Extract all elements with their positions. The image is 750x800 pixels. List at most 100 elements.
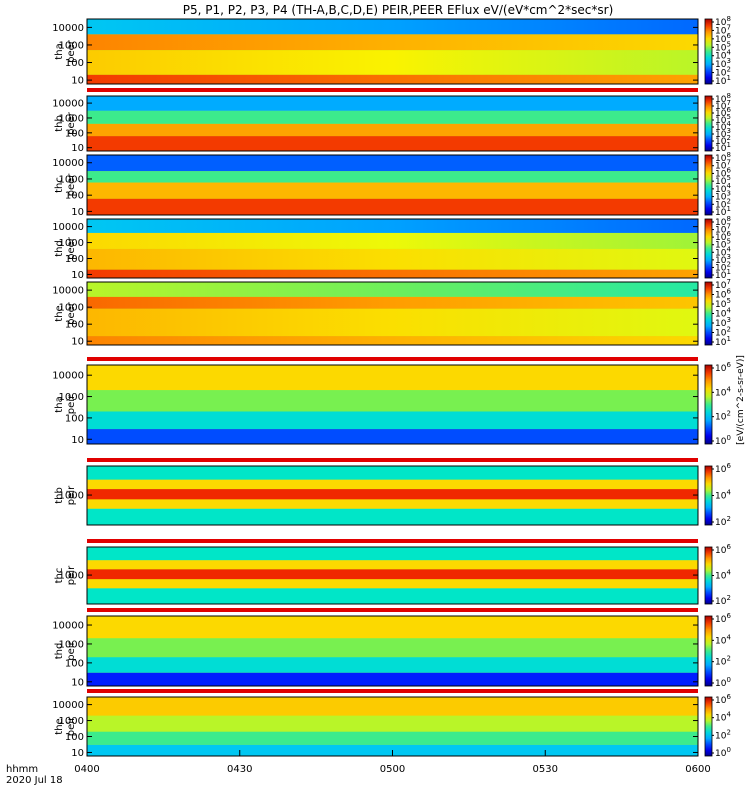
colorbar-tick-label: 101	[715, 335, 731, 348]
colorbar-tick-label: 102	[715, 655, 731, 668]
y-tick-label: 1000	[59, 639, 84, 650]
panel-the-peer: 10000 1000 100 10 thepeer 1071061051041031021…	[52, 278, 731, 348]
colorbar-tick-label: 102	[715, 594, 731, 607]
energy-band	[87, 308, 698, 337]
energy-band	[87, 155, 698, 172]
panel-frame	[86, 218, 699, 279]
colorbar-tick-label: 104	[715, 245, 731, 258]
colorbar	[704, 218, 713, 279]
y-tick-label: 100	[65, 413, 84, 424]
colorbar-tick-label: 105	[715, 297, 731, 310]
energy-band	[87, 588, 698, 604]
colorbar	[704, 281, 713, 346]
colorbar-tick-label: 107	[715, 278, 731, 291]
y-tick-label: 1000	[59, 238, 84, 249]
colorbar-tick-label: 102	[715, 728, 731, 741]
y-tick-label: 1000	[59, 40, 84, 51]
colorbar-tick-label: 103	[715, 316, 731, 329]
colorbar-tick-label: 106	[715, 543, 731, 556]
colorbar	[704, 615, 713, 687]
y-axis-label: thapeir	[54, 394, 77, 414]
colorbar-tick-label: 102	[715, 197, 731, 210]
data-gap-bar	[87, 458, 698, 462]
colorbar-tick-label: 104	[715, 49, 731, 62]
energy-band	[87, 479, 698, 490]
colorbar-tick-label: 106	[715, 288, 731, 301]
y-axis-label: thbpeir	[54, 485, 77, 505]
energy-band	[87, 390, 698, 412]
y-tick-label: 1000	[59, 392, 84, 403]
panel-frame	[86, 95, 699, 152]
colorbar-tick-label: 107	[715, 99, 731, 112]
energy-band	[87, 198, 698, 215]
colorbar-tick-label: 105	[715, 238, 731, 251]
y-axis-label: thbpeer	[54, 111, 77, 135]
y-tick-label: 1000	[59, 571, 84, 582]
colorbar-tick-label: 104	[715, 711, 731, 724]
colorbar-tick-label: 103	[715, 57, 731, 70]
colorbar-tick-label: 106	[715, 230, 731, 243]
panel-the-peir: 10000 1000 100 10 thepeir 106 104 102 100	[52, 689, 731, 759]
energy-band	[87, 296, 698, 309]
colorbar-tick-label: 102	[715, 66, 731, 79]
y-tick-label: 1000	[59, 174, 84, 185]
energy-band	[87, 74, 698, 84]
y-tick-label: 100	[65, 191, 84, 202]
x-tick-label: 0500	[380, 764, 405, 775]
data-gap-bar	[87, 357, 698, 361]
colorbar-tick-label: 100	[715, 746, 731, 759]
panel-stack: 10000100010010thapeer1081071061051041031…	[52, 15, 731, 759]
y-axis-label: thdpeir	[54, 640, 77, 660]
energy-band	[87, 508, 698, 525]
y-tick-label: 10	[71, 748, 84, 759]
data-gap-bar	[87, 608, 698, 612]
colorbar-tick-label: 100	[715, 434, 731, 447]
energy-band	[87, 731, 698, 745]
energy-band	[87, 336, 698, 345]
panel-tha-peer: 10000100010010thapeer1081071061051041031…	[52, 15, 731, 87]
colorbar	[704, 18, 713, 85]
energy-band	[87, 569, 698, 580]
energy-band	[87, 657, 698, 673]
colorbar-tick-label: 104	[715, 569, 731, 582]
colorbar-tick-label: 106	[715, 361, 731, 374]
y-tick-label: 10000	[52, 286, 84, 297]
energy-band	[87, 672, 698, 686]
energy-band	[87, 579, 698, 589]
colorbar-tick-label: 104	[715, 385, 731, 398]
y-axis-label: thcpeer	[54, 173, 77, 197]
energy-band	[87, 499, 698, 509]
y-tick-label: 10	[71, 143, 84, 154]
colorbar-tick-label: 104	[715, 307, 731, 320]
y-tick-label: 1000	[59, 716, 84, 727]
y-tick-label: 10	[71, 207, 84, 218]
colorbar-tick-label: 103	[715, 253, 731, 266]
colorbar-tick-label: 102	[715, 515, 731, 528]
energy-band	[87, 50, 698, 75]
x-tick-label: 0530	[533, 764, 558, 775]
colorbar-tick-label: 101	[715, 205, 731, 218]
y-tick-label: 10	[71, 677, 84, 688]
colorbar-tick-label: 106	[715, 693, 731, 706]
energy-band	[87, 715, 698, 732]
colorbar-tick-label: 101	[715, 74, 731, 87]
y-axis-label: thepeir	[54, 716, 77, 736]
colorbar-tick-label: 100	[715, 676, 731, 689]
colorbar-tick-label: 106	[715, 166, 731, 179]
energy-band	[87, 110, 698, 124]
colorbar-tick-label: 108	[715, 215, 731, 228]
y-axis-label: thcpeir	[54, 565, 77, 585]
panel-thb-peer: 10000 1000 100 10 thbpeer 1081071061051041031…	[52, 88, 731, 154]
colorbar-tick-label: 103	[715, 190, 731, 203]
energy-band	[87, 560, 698, 570]
panel-frame	[86, 18, 699, 85]
y-tick-label: 100	[65, 58, 84, 69]
y-tick-label: 10000	[52, 371, 84, 382]
colorbar-tick-label: 101	[715, 268, 731, 281]
colorbar-tick-label: 106	[715, 106, 731, 119]
colorbar-tick-label: 102	[715, 410, 731, 423]
data-gap-bar	[87, 539, 698, 543]
energy-band	[87, 123, 698, 137]
y-tick-label: 10	[71, 270, 84, 281]
